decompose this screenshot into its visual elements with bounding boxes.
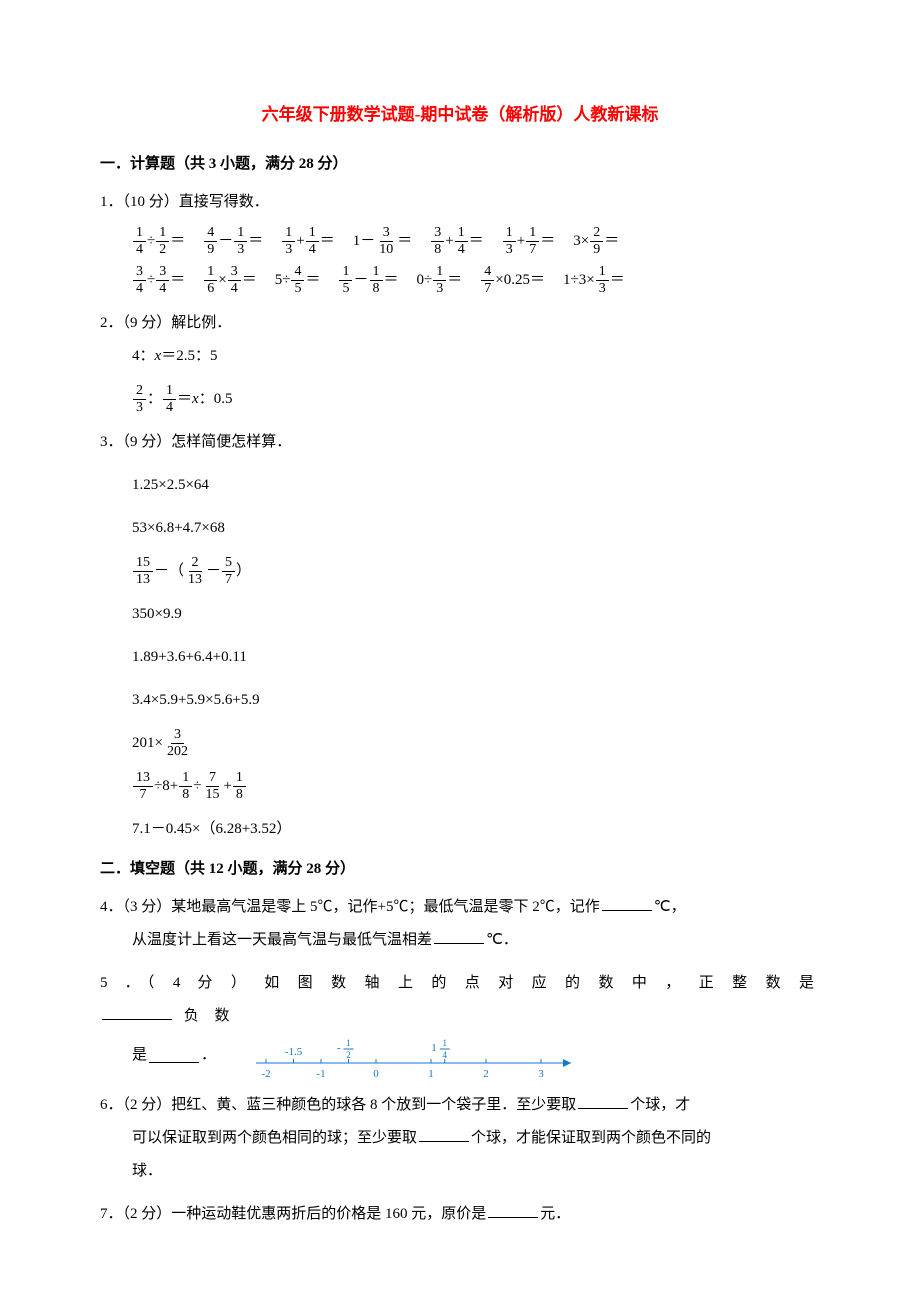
q2-l1-pre: 4： [132,348,155,364]
q4-b: ℃， [654,899,686,915]
section-2-heading: 二．填空题（共 12 小题，满分 28 分） [100,856,820,883]
q4-blank2[interactable] [434,929,484,944]
q3-e9: 7.1－0.45×（6.28+3.52） [100,813,820,846]
q6-c: 可以保证取到两个颜色相同的球；至少要取 [132,1130,417,1146]
svg-text:-1.5: -1.5 [285,1046,303,1058]
question-3: 3．（9 分）怎样简便怎样算． 1.25×2.5×64 53×6.8+4.7×6… [100,426,820,846]
svg-text:-: - [337,1042,341,1054]
q2-prefix: 2．（9 分）解比例． [100,307,820,340]
svg-text:-2: -2 [261,1068,270,1079]
q7-a: 7．（2 分）一种运动鞋优惠两折后的价格是 160 元，原价是 [100,1206,486,1222]
q7-blank1[interactable] [488,1203,538,1218]
q3-e6: 3.4×5.9+5.9×5.6+5.9 [100,684,820,717]
q1-prefix: 1．（10 分）直接写得数． [100,186,820,219]
q6-d: 个球，才能保证取到两个颜色不同的 [471,1130,711,1146]
q3-e1: 1.25×2.5×64 [100,469,820,502]
svg-text:3: 3 [538,1068,544,1079]
svg-text:4: 4 [443,1050,448,1060]
q3-e7: 201×3202 [100,727,820,760]
question-1: 1．（10 分）直接写得数． 14÷12＝49－13＝13+14＝1－310＝3… [100,186,820,297]
question-7: 7．（2 分）一种运动鞋优惠两折后的价格是 160 元，原价是 元． [100,1198,820,1231]
question-6: 6．（2 分）把红、黄、蓝三种颜色的球各 8 个放到一个袋子里．至少要取个球，才… [100,1089,820,1188]
q3-e5: 1.89+3.6+6.4+0.11 [100,641,820,674]
q5-c: 是 [132,1039,147,1072]
document-title: 六年级下册数学试题-期中试卷（解析版）人教新课标 [100,100,820,131]
q4-d: ℃． [486,932,518,948]
question-4: 4．（3 分）某地最高气温是零上 5℃，记作+5℃；最低气温是零下 2℃，记作 ℃… [100,891,820,957]
q5-d: ． [201,1039,216,1072]
svg-text:1: 1 [428,1068,434,1079]
svg-text:1: 1 [443,1038,448,1048]
q3-e2: 53×6.8+4.7×68 [100,512,820,545]
q4-c: 从温度计上看这一天最高气温与最低气温相差 [132,932,432,948]
svg-text:2: 2 [346,1050,351,1060]
q6-a: 6．（2 分）把红、黄、蓝三种颜色的球各 8 个放到一个袋子里．至少要取 [100,1097,576,1113]
q5-blank1[interactable] [102,1005,172,1020]
q1-row2: 34÷34＝16×34＝5÷45＝15－18＝0÷13＝47×0.25＝1÷3×… [100,264,820,297]
q6-e: 球． [132,1163,162,1179]
svg-text:1: 1 [431,1042,437,1054]
q3-e3: 1513－（213－57） [100,555,820,588]
q5-a: 5 ．（ 4 分 ） 如 图 数 轴 上 的 点 对 应 的 数 中 ， 正 整… [100,975,820,991]
q6-blank2[interactable] [419,1127,469,1142]
q6-blank1[interactable] [578,1094,628,1109]
q5-blank2[interactable] [149,1048,199,1063]
q4-blank1[interactable] [602,896,652,911]
q7-b: 元． [540,1206,570,1222]
q2-line1: 4：x＝2.5：5 [100,340,820,373]
q3-e8: 137÷8+18÷715+18 [100,770,820,803]
q1-row1: 14÷12＝49－13＝13+14＝1－310＝38+14＝13+17＝3×29… [100,225,820,258]
svg-text:-1: -1 [316,1068,325,1079]
question-2: 2．（9 分）解比例． 4：x＝2.5：5 23：14＝x：0.5 [100,307,820,416]
q2-l1-post: ＝2.5：5 [161,348,217,364]
number-line-figure: -2-10123-1.5-12114 [246,1033,606,1079]
question-5: 5 ．（ 4 分 ） 如 图 数 轴 上 的 点 对 应 的 数 中 ， 正 整… [100,967,820,1079]
q4-a: 4．（3 分）某地最高气温是零上 5℃，记作+5℃；最低气温是零下 2℃，记作 [100,899,600,915]
q2-line2: 23：14＝x：0.5 [100,383,820,416]
svg-text:1: 1 [346,1038,351,1048]
q6-b: 个球，才 [630,1097,690,1113]
svg-text:0: 0 [373,1068,379,1079]
svg-text:2: 2 [483,1068,489,1079]
q3-prefix: 3．（9 分）怎样简便怎样算． [100,426,820,459]
q5-b: 负 数 [174,1008,236,1024]
q3-e4: 350×9.9 [100,598,820,631]
section-1-heading: 一．计算题（共 3 小题，满分 28 分） [100,151,820,178]
